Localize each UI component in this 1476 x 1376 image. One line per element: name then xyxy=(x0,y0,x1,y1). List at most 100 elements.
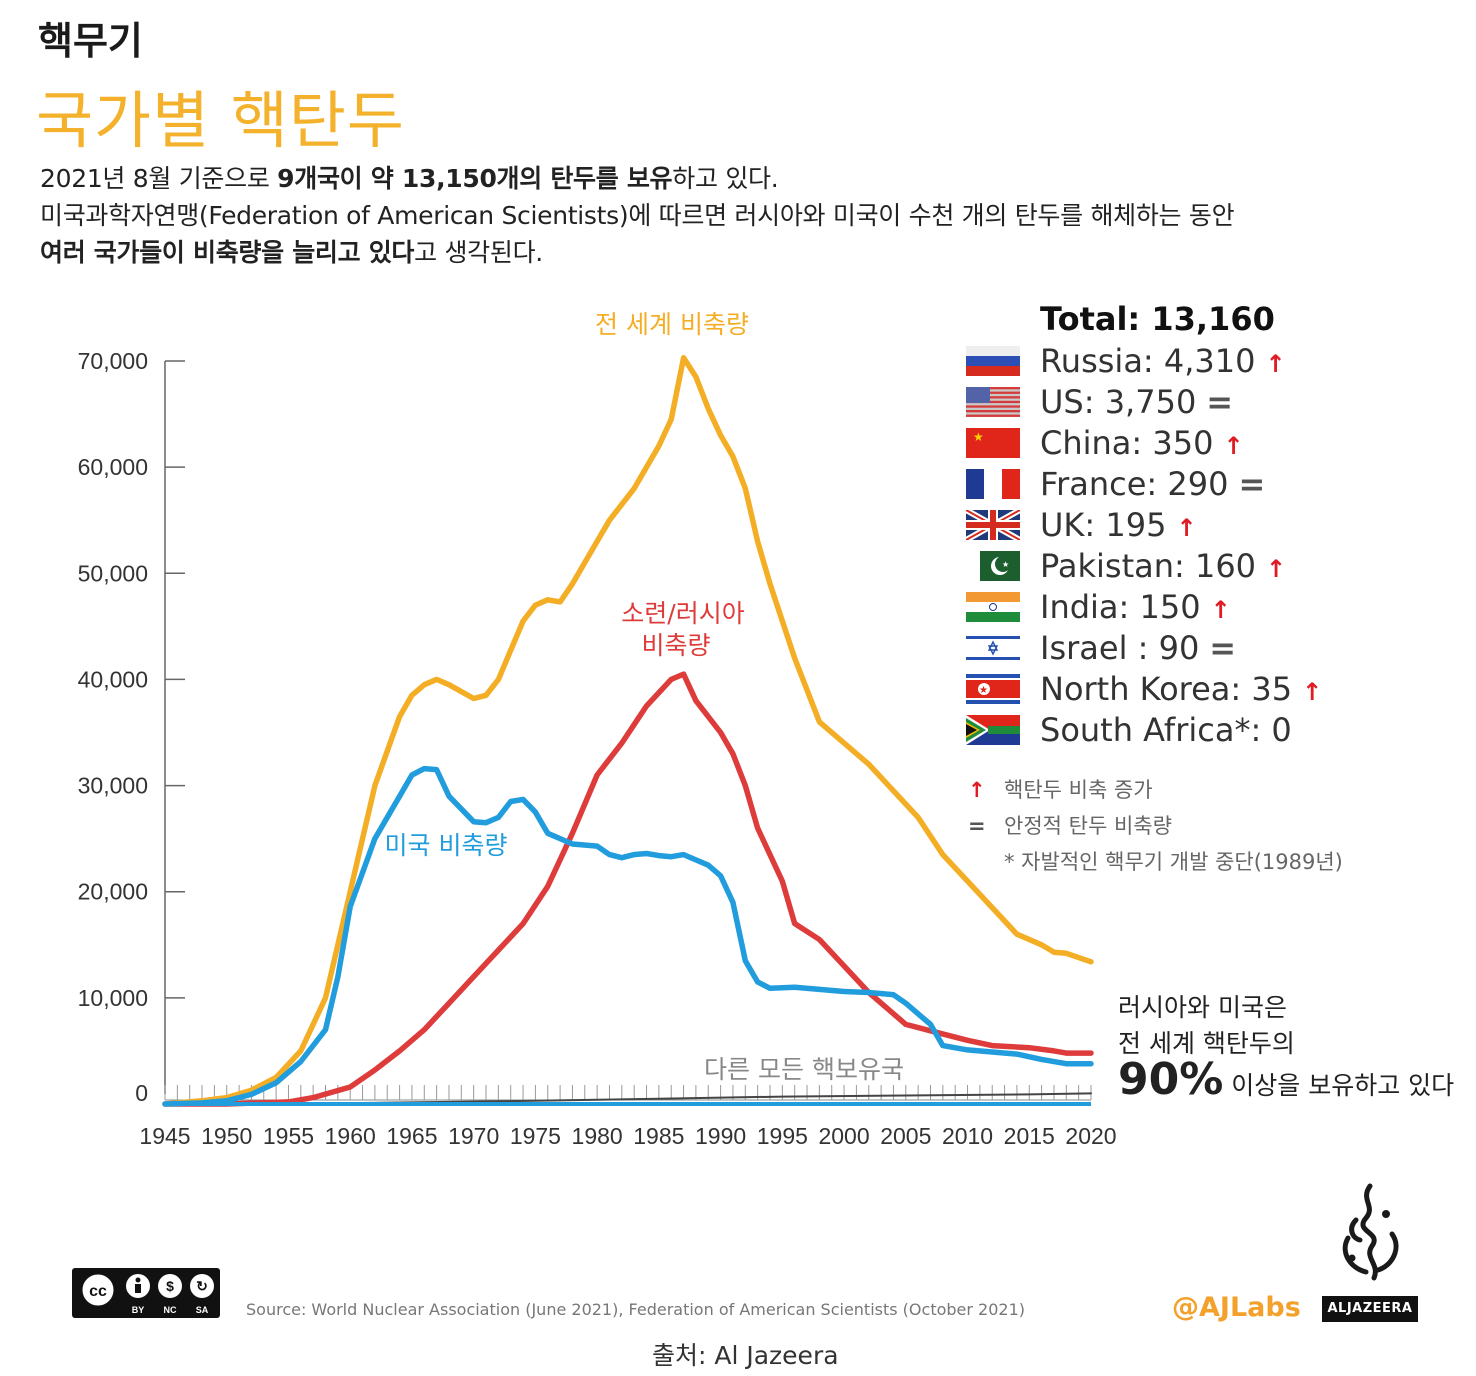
legend-label: Pakistan: 160 xyxy=(1040,547,1257,585)
x-tick-label: 1970 xyxy=(448,1123,499,1149)
x-tick-label: 1955 xyxy=(263,1123,314,1149)
legend-item-north-korea: ★ North Korea: 35 ↑ xyxy=(964,670,1384,710)
svg-text:$: $ xyxy=(166,1278,174,1294)
x-tick-label: 1975 xyxy=(510,1123,561,1149)
svg-text:cc: cc xyxy=(89,1283,107,1300)
legend-item-pakistan: ★ Pakistan: 160 ↑ xyxy=(964,547,1384,587)
up-arrow-icon: ↑ xyxy=(1223,432,1244,460)
page-kicker: 핵무기 xyxy=(38,19,143,63)
up-arrow-icon: ↑ xyxy=(1266,555,1287,583)
x-tick-label: 1965 xyxy=(386,1123,437,1149)
legend-label: South Africa*: 0 xyxy=(1040,711,1292,749)
world-series-label: 전 세계 비축량 xyxy=(595,310,749,339)
russia-series-line xyxy=(162,671,1094,1107)
callout-percent: 90% xyxy=(1118,1054,1224,1105)
ajlabs-handle: @AJLabs xyxy=(1172,1292,1301,1323)
aljazeera-logo-icon xyxy=(1342,1183,1399,1281)
x-tick-label: 1990 xyxy=(695,1123,746,1149)
cc-by-nc-sa-icon: cc $ ↻ BY NC SA xyxy=(79,1271,214,1315)
russia-series-label-line1: 소련/러시아 xyxy=(621,599,744,628)
y-tick-label: 10,000 xyxy=(78,985,148,1011)
callout-line1: 러시아와 미국은 xyxy=(1118,993,1287,1022)
up-arrow-icon: ↑ xyxy=(968,778,986,802)
legend-label: UK: 195 xyxy=(1040,506,1167,544)
up-arrow-icon: ↑ xyxy=(1210,596,1231,624)
france-flag-icon xyxy=(966,469,1020,499)
intro-line1-end: 하고 있다. xyxy=(672,164,779,193)
pakistan-flag-icon: ★ xyxy=(966,551,1020,581)
legend-label: North Korea: 35 xyxy=(1040,670,1293,708)
aljazeera-wordmark: ALJAZEERA xyxy=(1322,1296,1418,1322)
legend-item-china: ★ China: 350 ↑ xyxy=(964,424,1384,464)
up-arrow-icon: ↑ xyxy=(1302,678,1323,706)
svg-text:SA: SA xyxy=(196,1305,209,1315)
x-tick-label: 1980 xyxy=(572,1123,623,1149)
legend-item-france: France: 290 = xyxy=(964,465,1384,505)
legend-item-south-africa: South Africa*: 0 xyxy=(964,711,1384,751)
y-tick-label: 30,000 xyxy=(78,773,148,799)
x-axis: 1945 1950 1955 1960 1965 1970 1975 1980 1985 1990… xyxy=(139,1085,1117,1149)
israel-flag-icon xyxy=(966,633,1020,663)
us-series-label: 미국 비축량 xyxy=(385,831,508,860)
south-africa-flag-icon xyxy=(966,715,1020,745)
svg-text:BY: BY xyxy=(132,1305,145,1315)
y-tick-label: 20,000 xyxy=(78,879,148,905)
intro-line3-end: 고 생각된다. xyxy=(414,238,543,267)
warhead-line-chart: 0 10,000 20,000 30,000 40,000 50,000 60,000 70,… xyxy=(78,310,1117,1149)
legend-label: Israel : 90 xyxy=(1040,629,1200,667)
svg-text:↻: ↻ xyxy=(196,1278,208,1294)
intro-text: 2021년 8월 기준으로 9개국이 약 13,150개의 탄두를 보유하고 있… xyxy=(40,160,1235,271)
legend-item-israel: Israel : 90 = xyxy=(964,629,1384,669)
svg-text:NC: NC xyxy=(164,1305,177,1315)
page-title: 국가별 핵탄두 xyxy=(36,84,405,157)
callout-line2: 전 세계 핵탄두의 xyxy=(1118,1029,1295,1058)
x-tick-label: 1960 xyxy=(325,1123,376,1149)
uk-flag-icon xyxy=(966,510,1020,540)
equals-icon: = xyxy=(1206,383,1234,421)
legend-label: India: 150 xyxy=(1040,588,1201,626)
x-tick-label: 1985 xyxy=(633,1123,684,1149)
x-tick-label: 1950 xyxy=(201,1123,252,1149)
share-callout: 러시아와 미국은 전 세계 핵탄두의 90% 이상을 보유하고 있다 xyxy=(1118,990,1454,1104)
russia-flag-icon xyxy=(966,346,1020,376)
y-tick-label: 0 xyxy=(135,1080,148,1106)
source-note: Source: World Nuclear Association (June … xyxy=(246,1300,1025,1319)
intro-line3-bold: 여러 국가들이 비축량을 늘리고 있다 xyxy=(40,238,415,267)
key-footnote: * 자발적인 핵무기 개발 중단(1989년) xyxy=(1004,850,1343,874)
equals-icon: = xyxy=(1209,629,1237,667)
x-tick-label: 2005 xyxy=(880,1123,931,1149)
credit-line: 출처: Al Jazeera xyxy=(652,1341,839,1370)
us-flag-icon xyxy=(966,387,1020,417)
svg-text:★: ★ xyxy=(973,430,984,444)
x-tick-label: 1995 xyxy=(757,1123,808,1149)
y-axis: 0 10,000 20,000 30,000 40,000 50,000 60,000 70,… xyxy=(78,348,185,1106)
series-labels: 전 세계 비축량 소련/러시아 비축량 미국 비축량 다른 모든 핵보유국 xyxy=(385,310,904,1084)
north-korea-flag-icon: ★ xyxy=(966,674,1020,704)
us-series-line xyxy=(162,765,1094,1107)
y-tick-label: 70,000 xyxy=(78,348,148,374)
india-flag-icon xyxy=(966,592,1020,622)
x-tick-label: 2015 xyxy=(1004,1123,1055,1149)
legend-label: China: 350 xyxy=(1040,424,1214,462)
world-series-line xyxy=(162,355,1094,1107)
y-tick-label: 40,000 xyxy=(78,666,148,692)
intro-line1-bold: 9개국이 약 13,150개의 탄두를 보유 xyxy=(277,164,673,193)
up-arrow-icon: ↑ xyxy=(1265,350,1286,378)
intro-line2: 미국과학자연맹(Federation of American Scientist… xyxy=(40,201,1235,230)
y-tick-label: 60,000 xyxy=(78,454,148,480)
legend-item-us: US: 3,750 = xyxy=(964,383,1384,423)
symbol-key: ↑ 핵탄두 비축 증가 = 안정적 탄두 비축량 * 자발적인 핵무기 개발 중단(… xyxy=(968,772,1343,880)
up-arrow-icon: ↑ xyxy=(1176,514,1197,542)
x-tick-label: 1945 xyxy=(139,1123,190,1149)
legend-label: France: 290 xyxy=(1040,465,1229,503)
legend-item-india: India: 150 ↑ xyxy=(964,588,1384,628)
key-eq-text: 안정적 탄두 비축량 xyxy=(1004,814,1172,838)
creative-commons-badge: cc $ ↻ BY NC SA xyxy=(72,1268,220,1318)
russia-series-label-line2: 비축량 xyxy=(641,631,710,660)
equals-icon: = xyxy=(1238,465,1266,503)
x-tick-label: 2010 xyxy=(942,1123,993,1149)
legend-label: US: 3,750 xyxy=(1040,383,1197,421)
legend-total: Total: 13,160 xyxy=(1040,300,1275,338)
svg-text:★: ★ xyxy=(979,685,988,696)
others-series-label: 다른 모든 핵보유국 xyxy=(704,1055,904,1084)
